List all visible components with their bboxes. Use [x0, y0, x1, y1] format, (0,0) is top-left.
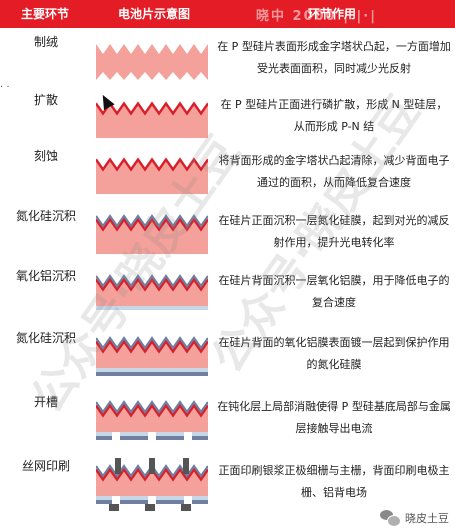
laser-groove: [112, 496, 120, 504]
cell-cross-section: [96, 336, 208, 376]
laser-groove: [184, 496, 192, 504]
front-silver-grid: [149, 458, 155, 474]
ellipsis-marker: · ·: [0, 82, 10, 93]
cell-diagram: [96, 208, 208, 266]
process-effect: 在硅片背面沉积一层氧化铝膜，用于降低电子的复合速度: [218, 274, 450, 309]
process-row: 丝网印刷 正面印刷银浆正极细栅与主栅，背面印刷电极主栅、铝背电场: [0, 456, 455, 516]
process-row: 氧化铝沉积 在硅片背面沉积一层氧化铝膜，用于降低电子的复合速度: [0, 266, 455, 326]
silicon-wafer: [96, 158, 208, 194]
back-electrode: [145, 504, 155, 511]
process-step-name: 氧化铝沉积: [15, 269, 76, 283]
cell-cross-section: [96, 458, 208, 511]
silicon-wafer: [96, 278, 208, 306]
wechat-icon: [380, 510, 401, 527]
footer-text: 晓皮土豆: [405, 512, 449, 525]
process-row: 制绒 在 P 型硅片表面形成金字塔状凸起，一方面增加受光表面面积，同时减少光反射: [0, 32, 455, 92]
n-type-layer: [96, 157, 208, 172]
process-effect: 在钝化层上局部消融使得 P 型硅基底局部与金属层接触导出电流: [217, 400, 451, 435]
header-diagram: 电池片示意图: [117, 7, 190, 21]
front-sin-film: [96, 400, 208, 414]
front-sin-film: [96, 336, 208, 350]
process-step-name: 刻蚀: [33, 149, 58, 163]
back-electrode: [181, 504, 191, 511]
process-step-name: 丝网印刷: [21, 459, 70, 473]
back-electrode: [109, 504, 119, 511]
n-type-layer: [96, 217, 208, 232]
process-row: 扩散 在 P 型硅片正面进行磷扩散，形成 N 型硅层，从而形成 P-N 结: [0, 90, 455, 150]
header-step: 主要环节: [20, 7, 69, 21]
back-alox-film: [96, 368, 208, 372]
silicon-wafer: [96, 340, 208, 368]
laser-groove: [184, 432, 192, 440]
process-effect: 在 P 型硅片正面进行磷扩散，形成 N 型硅层，从而形成 P-N 结: [220, 98, 448, 133]
cell-diagram: [96, 92, 208, 150]
front-sin-film: [96, 214, 208, 228]
process-step-name: 氮化硅沉积: [15, 331, 76, 345]
laser-groove: [148, 432, 156, 440]
cell-cross-section: [96, 214, 208, 254]
process-row: 刻蚀 将背面形成的金字塔状凸起清除，减少背面电子通过的面积，从而降低复合速度: [0, 146, 455, 206]
cell-diagram: [96, 458, 208, 516]
n-type-layer: [96, 277, 208, 292]
n-type-layer: [96, 403, 208, 418]
cell-cross-section: [96, 400, 208, 440]
table-header: 主要环节 电池片示意图 环节作用 晓中 2000 | |·|: [0, 0, 455, 28]
front-sin-film: [96, 274, 208, 288]
laser-groove: [148, 496, 156, 504]
silicon-wafer: [96, 44, 208, 80]
cell-cross-section: [96, 274, 208, 310]
front-silver-grid: [183, 458, 189, 474]
process-step-name: 扩散: [33, 93, 58, 107]
process-effect: 将背面形成的金字塔状凸起清除，减少背面电子通过的面积，从而降低复合速度: [218, 154, 450, 189]
silicon-wafer: [96, 404, 208, 432]
process-step-name: 制绒: [33, 35, 58, 49]
process-effect: 在硅片正面沉积一层氮化硅膜，起到对光的减反射作用，提升光电转化率: [218, 214, 450, 249]
n-type-layer: [96, 339, 208, 354]
process-effect: 在硅片背面的氧化铝膜表面镀一层起到保护作用的氮化硅膜: [218, 336, 450, 371]
header-effect: 环节作用: [307, 7, 356, 21]
process-row: 氮化硅沉积 在硅片正面沉积一层氮化硅膜，起到对光的减反射作用，提升光电转化率: [0, 206, 455, 266]
process-row: 氮化硅沉积 在硅片背面的氧化铝膜表面镀一层起到保护作用的氮化硅膜: [0, 328, 455, 388]
silicon-wafer: [96, 468, 208, 496]
silicon-wafer: [96, 218, 208, 254]
process-effect: 在 P 型硅片表面形成金字塔状凸起，一方面增加受光表面面积，同时减少光反射: [217, 40, 451, 75]
process-step-name: 氮化硅沉积: [15, 209, 76, 223]
header-watermark: 晓中 2000 | |·|: [256, 9, 377, 24]
silicon-wafer: [96, 102, 208, 138]
process-row: 开槽 在钝化层上局部消融使得 P 型硅基底局部与金属层接触导出电流: [0, 392, 455, 452]
cell-diagram: [96, 148, 208, 206]
process-effect: 正面印刷银浆正极细栅与主栅，背面印刷电极主栅、铝背电场: [218, 464, 450, 499]
n-type-layer: [96, 101, 208, 116]
cell-diagram: [96, 394, 208, 452]
cell-cross-section: [96, 101, 208, 138]
process-step-name: 开槽: [33, 395, 58, 409]
footer-brand: 晓皮土豆: [380, 510, 449, 527]
cell-diagram: [96, 330, 208, 388]
cell-cross-section: [96, 44, 208, 80]
cell-cross-section: [96, 157, 208, 194]
front-silver-grid: [115, 458, 121, 474]
back-sin-film: [96, 372, 208, 376]
back-alox-film: [96, 306, 208, 310]
cell-diagram: [96, 34, 208, 92]
laser-groove: [112, 432, 120, 440]
cell-diagram: [96, 268, 208, 326]
